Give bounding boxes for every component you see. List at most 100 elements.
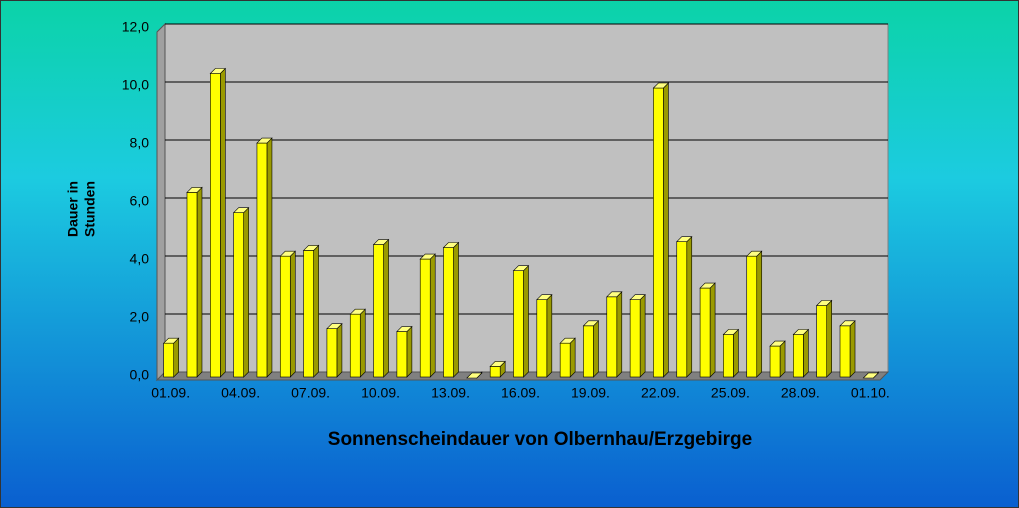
y-axis-label: Stunden xyxy=(82,181,98,237)
bar xyxy=(792,328,810,378)
bar-top xyxy=(186,187,203,193)
bar-front xyxy=(303,250,314,378)
bar-side xyxy=(453,241,459,378)
bar xyxy=(349,308,366,378)
y-tick-label: 0,0 xyxy=(130,367,150,383)
bar-side xyxy=(593,320,599,378)
bar xyxy=(722,328,740,378)
bar-top xyxy=(419,253,436,260)
bar-top xyxy=(582,320,600,327)
bar xyxy=(279,250,296,378)
bar-front xyxy=(326,328,338,378)
bar-side xyxy=(686,235,693,378)
bar-side xyxy=(173,337,179,378)
bar xyxy=(209,67,227,378)
bar-top xyxy=(559,337,576,344)
bar xyxy=(396,325,413,378)
bar xyxy=(676,235,693,378)
y-tick-label: 4,0 xyxy=(130,251,150,267)
bar-front xyxy=(816,305,827,378)
bar-side xyxy=(406,325,413,378)
bar-top xyxy=(442,242,460,248)
bar xyxy=(419,253,436,378)
bar-side xyxy=(733,328,739,378)
y-axis-label: Dauer in xyxy=(65,181,81,237)
bar-front xyxy=(769,345,781,378)
bar-front xyxy=(536,299,548,378)
bar-front xyxy=(396,331,408,378)
bar-top xyxy=(372,239,390,245)
bar-top xyxy=(489,361,506,367)
bar-front xyxy=(793,334,804,378)
bar-front xyxy=(256,142,268,378)
bar-top xyxy=(279,250,296,257)
bar-front xyxy=(606,296,618,378)
bar-top xyxy=(722,329,740,335)
bar xyxy=(442,241,460,378)
bar xyxy=(606,291,623,378)
bar-side xyxy=(616,291,623,378)
chart-title: Sonnenscheindauer von Olbernhau/Erzgebir… xyxy=(328,429,752,450)
bar-front xyxy=(839,325,851,378)
bar-front xyxy=(186,192,198,378)
plot-side-wall xyxy=(156,22,166,382)
bar xyxy=(839,320,856,378)
bar-side xyxy=(826,299,832,378)
bar-side xyxy=(803,328,809,378)
bar-side xyxy=(220,67,226,378)
bar-top xyxy=(815,300,833,306)
bar-front xyxy=(419,258,431,378)
bar-top xyxy=(699,282,716,289)
x-tick-label: 07.09. xyxy=(291,385,330,401)
x-tick-label: 04.09. xyxy=(221,385,260,401)
bar-front xyxy=(210,73,221,378)
bar-top xyxy=(396,326,413,332)
bar-front xyxy=(443,247,454,378)
bar xyxy=(256,137,273,378)
bar xyxy=(302,244,320,378)
bar xyxy=(326,322,343,378)
bar xyxy=(815,299,833,378)
bar-top xyxy=(862,372,880,379)
bar-side xyxy=(266,137,273,378)
bar-top xyxy=(652,82,670,89)
bar-front xyxy=(629,299,641,378)
bar-side xyxy=(546,293,553,378)
bar-side xyxy=(196,186,203,378)
bar xyxy=(162,337,180,378)
bar xyxy=(372,238,390,378)
bar-top xyxy=(466,372,483,379)
y-tick-label: 6,0 xyxy=(130,193,150,209)
bar-front xyxy=(653,87,664,378)
bar-top xyxy=(512,265,530,272)
x-tick-label: 01.09. xyxy=(151,385,190,401)
bar-side xyxy=(336,322,343,378)
x-tick-label: 10.09. xyxy=(361,385,400,401)
bar-side xyxy=(663,82,669,378)
bar-top xyxy=(536,294,553,301)
bar xyxy=(699,282,716,378)
bar xyxy=(652,82,670,378)
bar-front xyxy=(583,325,594,378)
bar-side xyxy=(359,308,366,378)
bar-front xyxy=(279,255,291,378)
bar-side xyxy=(289,250,296,378)
bar-side xyxy=(709,282,716,378)
bar-top xyxy=(629,294,646,301)
bar-top xyxy=(302,245,320,251)
bar xyxy=(559,337,576,378)
bar-front xyxy=(723,334,734,378)
x-tick-label: 19.09. xyxy=(571,385,610,401)
bar-side xyxy=(243,206,249,378)
bar-top xyxy=(606,291,623,298)
bar-front xyxy=(676,241,688,378)
bar-front xyxy=(163,342,174,378)
bar xyxy=(629,293,646,378)
x-tick-label: 01.10. xyxy=(851,385,890,401)
bar-front xyxy=(699,287,711,378)
bar-front xyxy=(559,342,571,378)
bar-side xyxy=(383,238,389,378)
y-tick-label: 10,0 xyxy=(122,77,149,93)
bar xyxy=(186,186,203,378)
x-tick-label: 22.09. xyxy=(641,385,680,401)
